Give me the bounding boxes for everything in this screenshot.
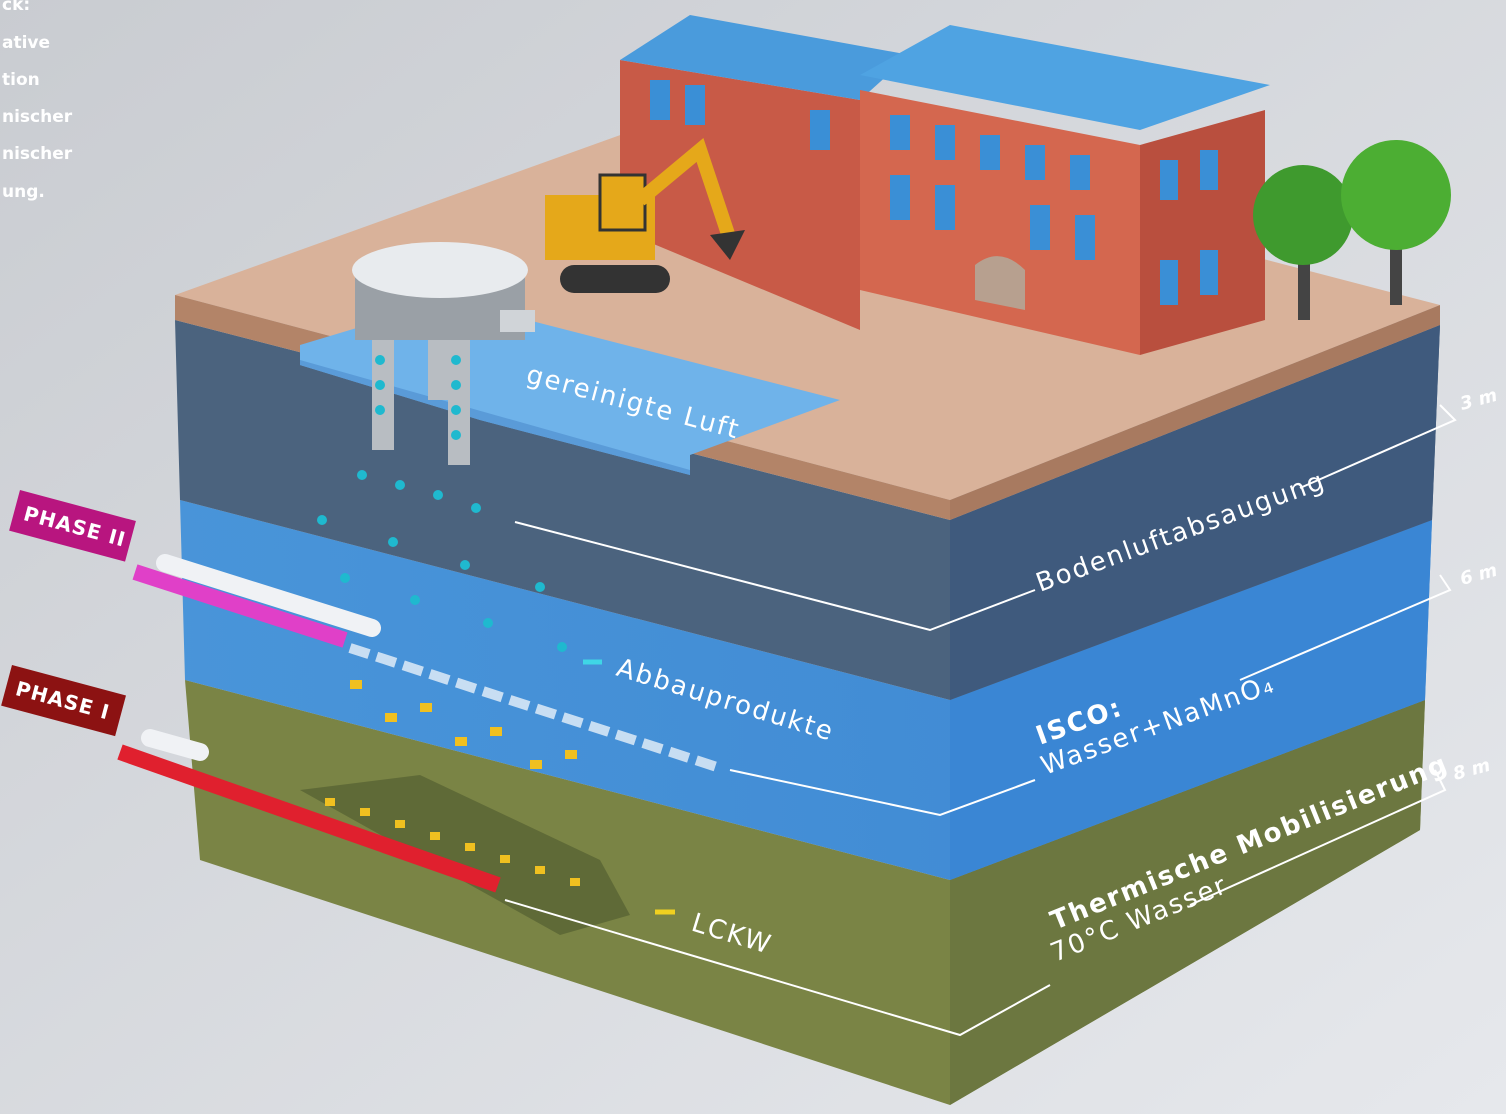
cab bbox=[598, 173, 647, 232]
excavator bbox=[545, 138, 745, 293]
olive-layer-right bbox=[950, 700, 1425, 1105]
pipe bbox=[428, 340, 448, 400]
pipe bbox=[372, 340, 394, 450]
blue-layer-right bbox=[950, 520, 1432, 880]
window bbox=[685, 85, 705, 125]
slate-layer-right bbox=[950, 325, 1440, 700]
pipe-phase-2 bbox=[132, 564, 348, 648]
building bbox=[620, 15, 1270, 355]
window bbox=[935, 185, 955, 230]
intro-line: nischer bbox=[2, 107, 73, 127]
pipe-phase-1 bbox=[117, 744, 501, 893]
intro-line: ung. bbox=[2, 182, 45, 202]
window bbox=[935, 125, 955, 160]
contamination-zone bbox=[300, 775, 630, 935]
depth-line bbox=[1239, 574, 1452, 681]
trees bbox=[1253, 140, 1451, 320]
callout-line bbox=[514, 521, 1036, 632]
phase-tag bbox=[9, 489, 136, 562]
track bbox=[560, 265, 670, 293]
window bbox=[1200, 150, 1218, 190]
pipes bbox=[117, 554, 722, 915]
window bbox=[890, 175, 910, 220]
tank-top bbox=[352, 242, 528, 298]
roof bbox=[860, 25, 1270, 130]
window bbox=[1075, 215, 1095, 260]
pipe-white bbox=[156, 554, 381, 637]
callout-line bbox=[729, 769, 1036, 817]
pipe-white bbox=[141, 729, 209, 761]
intro-line: nischer bbox=[2, 144, 73, 164]
bucket bbox=[710, 230, 745, 260]
pit-edge bbox=[300, 360, 690, 475]
window bbox=[1070, 155, 1090, 190]
tree-crown bbox=[1253, 165, 1353, 265]
tree-trunk bbox=[1298, 250, 1310, 320]
window bbox=[1030, 205, 1050, 250]
window bbox=[1160, 160, 1178, 200]
window bbox=[650, 80, 670, 120]
callout-lines bbox=[504, 404, 1457, 1037]
depth-line bbox=[1299, 404, 1457, 489]
building-side bbox=[1140, 110, 1265, 355]
intro-text: ck: ative tion nischer nischer ung. bbox=[2, 0, 73, 202]
tree-crown bbox=[1341, 140, 1451, 250]
window bbox=[890, 115, 910, 150]
intro-line: tion bbox=[2, 70, 40, 90]
intro-line: ative bbox=[2, 33, 50, 53]
building-wing bbox=[620, 60, 860, 330]
phase-tag bbox=[1, 665, 126, 737]
outlet bbox=[500, 310, 535, 332]
top-rim-right bbox=[950, 305, 1440, 520]
arch bbox=[975, 256, 1025, 310]
roof bbox=[620, 15, 910, 100]
arm bbox=[635, 138, 737, 243]
window bbox=[1160, 260, 1178, 305]
flow-line bbox=[348, 643, 722, 773]
window bbox=[980, 135, 1000, 170]
window bbox=[810, 110, 830, 150]
window bbox=[1200, 250, 1218, 295]
depth-line bbox=[1189, 769, 1447, 906]
callout-line bbox=[504, 899, 1051, 1037]
air-filter bbox=[317, 242, 567, 652]
window bbox=[1025, 145, 1045, 180]
intro-line: ck: bbox=[2, 0, 30, 15]
